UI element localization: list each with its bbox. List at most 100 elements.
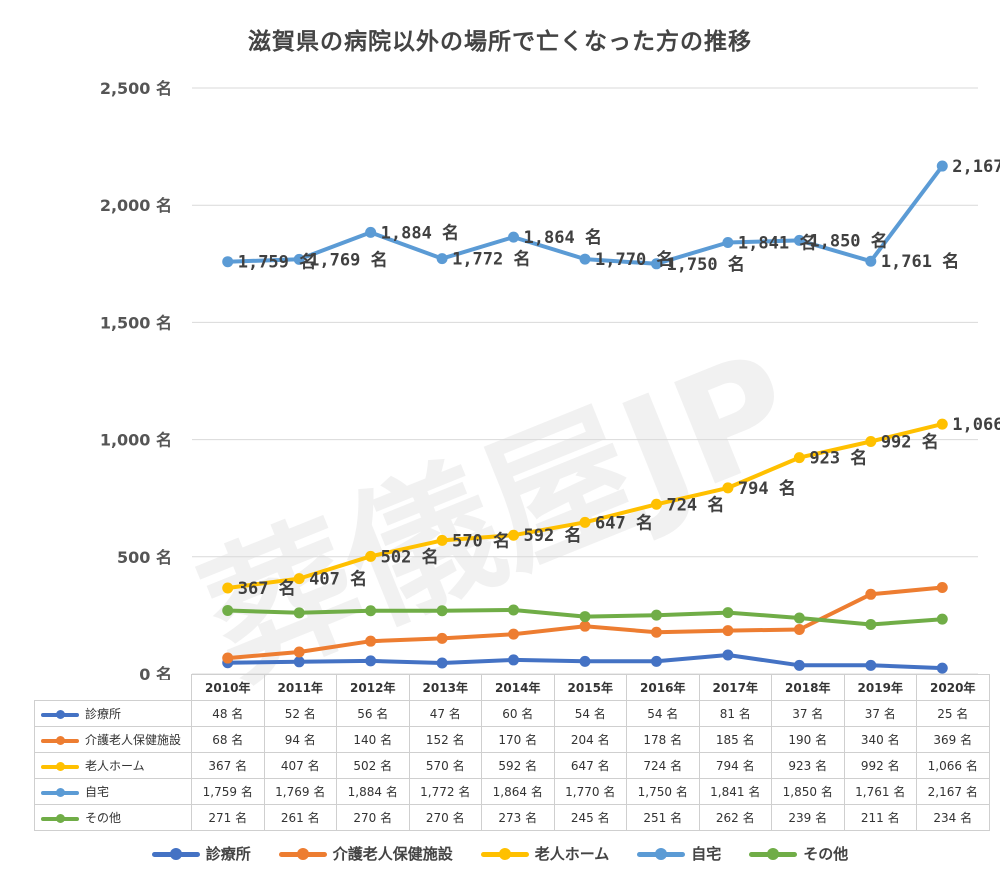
table-cell: 37 名 [843, 700, 917, 727]
table-cell: 94 名 [263, 726, 337, 753]
table-cell: 992 名 [843, 752, 917, 779]
data-point [793, 659, 805, 671]
data-point [650, 626, 662, 638]
data-label: 1,864 名 [524, 227, 602, 248]
legend-key-icon [480, 848, 529, 860]
y-tick-label: 0 名 [139, 665, 172, 680]
data-point [293, 646, 305, 658]
data-point [865, 255, 877, 267]
data-point [865, 435, 877, 447]
series-key-icon [41, 709, 79, 719]
table-cell: 1,772 名 [408, 778, 482, 805]
table-cell: 340 名 [843, 726, 917, 753]
table-row: その他 271 名 261 名 270 名 270 名 273 名 245 名 251 名 26… [34, 804, 990, 831]
table-cell: 1,841 名 [698, 778, 772, 805]
data-label: 724 名 [666, 494, 724, 515]
y-tick-label: 1,500 名 [100, 313, 172, 332]
table-cell: 54 名 [553, 700, 627, 727]
series-key-icon [41, 813, 79, 823]
data-point [222, 582, 234, 594]
data-point [293, 253, 305, 265]
data-label: 1,850 名 [809, 230, 887, 251]
legend-label: その他 [803, 845, 849, 863]
legend-label: 老人ホーム [534, 845, 610, 863]
table-cell: 271 名 [191, 804, 265, 831]
table-cell: 47 名 [408, 700, 482, 727]
legend-key-icon [278, 848, 327, 860]
data-point [579, 655, 591, 667]
data-point [436, 605, 448, 617]
table-year-header: 2016年 [626, 674, 700, 701]
data-point [722, 236, 734, 248]
table-cell: 367 名 [191, 752, 265, 779]
table-cell: 270 名 [408, 804, 482, 831]
table-cell: 261 名 [263, 804, 337, 831]
data-label: 367 名 [238, 578, 296, 599]
series-name-label: 自宅 [85, 785, 110, 799]
table-cell: 724 名 [626, 752, 700, 779]
table-cell: 369 名 [916, 726, 990, 753]
table-cell: 1,769 名 [263, 778, 337, 805]
legend-item: 診療所 [151, 843, 251, 864]
table-cell: 923 名 [771, 752, 845, 779]
table-cell: 140 名 [336, 726, 410, 753]
data-point [865, 588, 877, 600]
table-cell: 407 名 [263, 752, 337, 779]
table-cell: 1,864 名 [481, 778, 555, 805]
data-point [222, 604, 234, 616]
data-point [293, 656, 305, 668]
data-point [650, 609, 662, 621]
table-cell: 1,884 名 [336, 778, 410, 805]
data-point [793, 234, 805, 246]
series-key-icon [41, 761, 79, 771]
table-cell: 239 名 [771, 804, 845, 831]
table-series-name: 自宅 [34, 778, 192, 805]
series-key-icon [41, 735, 79, 745]
table-cell: 204 名 [553, 726, 627, 753]
data-point [650, 498, 662, 510]
table-cell: 25 名 [916, 700, 990, 727]
table-cell: 60 名 [481, 700, 555, 727]
data-point [508, 231, 520, 243]
table-cell: 1,750 名 [626, 778, 700, 805]
data-point [936, 582, 948, 594]
table-cell: 68 名 [191, 726, 265, 753]
table-year-header: 2013年 [408, 674, 482, 701]
table-row: 介護老人保健施設 68 名 94 名 140 名 152 名 170 名 204 名 178 … [34, 726, 990, 753]
data-label: 794 名 [738, 478, 796, 499]
data-label: 570 名 [452, 530, 510, 551]
y-tick-label: 1,000 名 [100, 431, 172, 450]
data-point [365, 635, 377, 647]
table-series-name: 老人ホーム [34, 752, 192, 779]
legend-label: 自宅 [691, 845, 722, 863]
table-cell: 1,759 名 [191, 778, 265, 805]
table-cell: 647 名 [553, 752, 627, 779]
data-point [508, 529, 520, 541]
legend-item: 自宅 [637, 843, 721, 864]
data-point [508, 628, 520, 640]
data-point [436, 534, 448, 546]
data-point [865, 659, 877, 671]
table-cell: 245 名 [553, 804, 627, 831]
table-cell: 178 名 [626, 726, 700, 753]
data-point [222, 256, 234, 268]
table-cell: 81 名 [698, 700, 772, 727]
data-label: 1,770 名 [595, 249, 673, 270]
data-label: 1,884 名 [381, 222, 459, 243]
data-point [722, 625, 734, 637]
line-chart: 0 名 500 名 1,000 名 1,500 名 2,000 名 2,500 名 367… [100, 79, 1000, 680]
data-point [293, 607, 305, 619]
series-lines [222, 160, 948, 674]
data-point [579, 516, 591, 528]
table-cell: 37 名 [771, 700, 845, 727]
table-year-header: 2011年 [263, 674, 337, 701]
legend-key-icon [749, 848, 798, 860]
data-label: 992 名 [881, 431, 939, 452]
table-year-header: 2010年 [191, 674, 265, 701]
table-cell: 190 名 [771, 726, 845, 753]
table-series-name: 診療所 [34, 700, 192, 727]
series-name-label: 診療所 [85, 707, 122, 721]
table-cell: 2,167 名 [916, 778, 990, 805]
table-year-header: 2017年 [698, 674, 772, 701]
